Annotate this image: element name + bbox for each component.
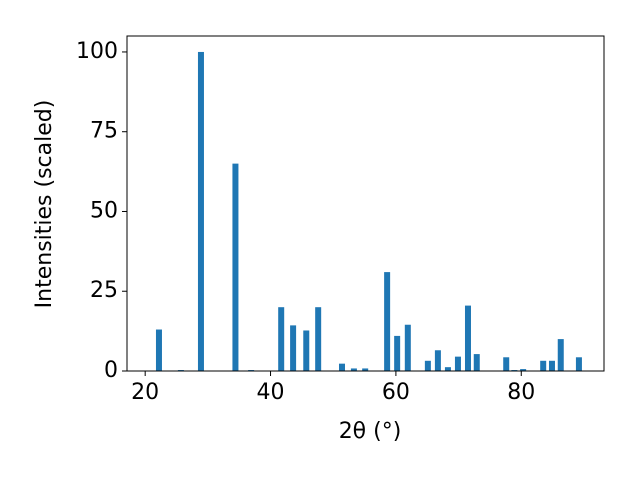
x-tick-label: 20 — [131, 380, 159, 405]
bar — [424, 360, 431, 371]
bar — [384, 272, 391, 371]
bar — [473, 354, 480, 371]
bar — [520, 369, 527, 371]
bar — [434, 350, 441, 371]
bar — [350, 368, 357, 371]
y-tick-label: 75 — [90, 119, 118, 144]
x-tick-label: 60 — [382, 380, 410, 405]
bar — [404, 324, 411, 371]
x-tick-label: 80 — [507, 380, 535, 405]
bar — [454, 356, 461, 371]
bar — [232, 163, 239, 371]
bar — [303, 330, 310, 371]
bar — [155, 329, 162, 371]
x-tick-label: 40 — [257, 380, 285, 405]
y-axis-label: Intensities (scaled) — [32, 100, 57, 309]
y-tick-label: 0 — [104, 358, 118, 383]
bar — [548, 360, 555, 371]
x-axis-label: 2θ (°) — [339, 419, 402, 444]
bar — [575, 357, 582, 371]
bar — [278, 307, 285, 371]
bar — [394, 335, 401, 371]
plot-frame — [126, 35, 605, 372]
y-tick-label: 50 — [90, 198, 118, 223]
bar — [557, 339, 564, 371]
bar — [444, 367, 451, 371]
bar — [197, 51, 204, 371]
bar — [503, 357, 510, 371]
bar — [464, 305, 471, 371]
bar — [362, 368, 369, 371]
y-tick-label: 25 — [90, 278, 118, 303]
y-tick-label: 100 — [76, 39, 118, 64]
bar — [540, 360, 547, 371]
bar — [338, 363, 345, 371]
bar — [290, 325, 297, 371]
bar — [315, 307, 322, 371]
